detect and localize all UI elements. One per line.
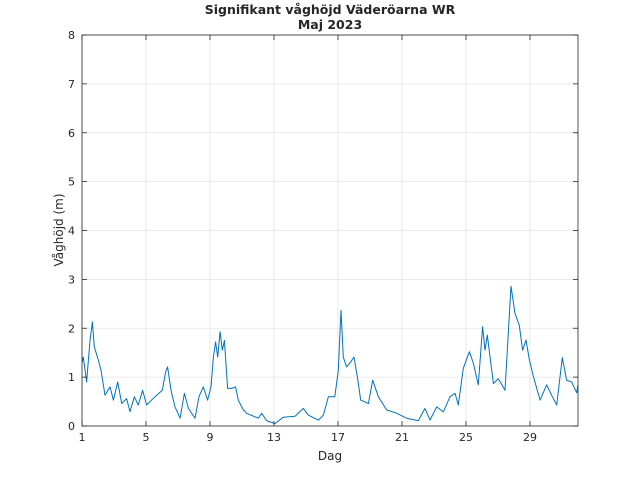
- y-tick-label: 7: [68, 78, 75, 91]
- y-tick-label: 5: [68, 176, 75, 189]
- x-tick-label: 1: [79, 431, 86, 444]
- x-tick-label: 9: [207, 431, 214, 444]
- x-tick-label: 17: [331, 431, 345, 444]
- wave-height-line: [81, 285, 579, 425]
- x-tick-label: 29: [523, 431, 537, 444]
- y-tick-label: 8: [68, 29, 75, 42]
- y-tick-label: 2: [68, 322, 75, 335]
- x-tick-label: 25: [459, 431, 473, 444]
- y-tick-label: 4: [68, 225, 75, 238]
- chart-title: Signifikant våghöjd Väderöarna WR: [205, 2, 456, 17]
- x-axis-label: Dag: [318, 449, 342, 463]
- x-tick-label: 13: [267, 431, 281, 444]
- y-tick-label: 0: [68, 420, 75, 433]
- series-layer: [81, 285, 579, 425]
- x-tick-label: 21: [395, 431, 409, 444]
- y-tick-label: 3: [68, 273, 75, 286]
- y-tick-label: 1: [68, 371, 75, 384]
- y-tick-label: 6: [68, 127, 75, 140]
- x-tick-label: 5: [143, 431, 150, 444]
- y-axis-label: Våghöjd (m): [52, 193, 66, 266]
- chart-subtitle: Maj 2023: [298, 17, 362, 32]
